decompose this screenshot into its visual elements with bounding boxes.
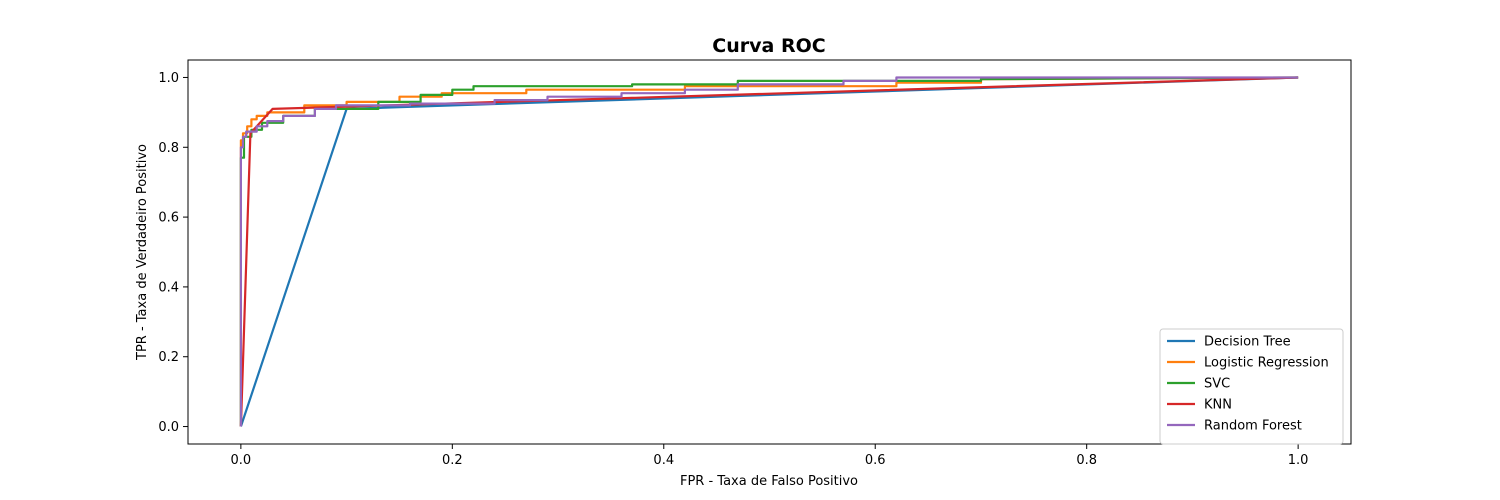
y-tick-label: 0.8	[158, 141, 179, 156]
y-tick-label: 0.2	[158, 350, 179, 365]
series-line-random-forest	[239, 76, 1299, 427]
x-axis: 0.0 0.2 0.4 0.6 0.8 1.0	[231, 444, 1309, 468]
y-tick-label: 1.0	[158, 71, 179, 86]
x-axis-label: FPR - Taxa de Falso Positivo	[680, 474, 858, 489]
chart-title: Curva ROC	[712, 35, 825, 57]
legend-entry: SVC	[1204, 377, 1230, 392]
series-line-knn	[239, 76, 1299, 427]
plot-frame	[187, 59, 1352, 445]
legend-entry: Decision Tree	[1204, 335, 1291, 350]
legend-entry: Logistic Regression	[1204, 356, 1329, 371]
x-tick-label: 0.6	[865, 453, 886, 468]
x-tick-label: 0.2	[442, 453, 463, 468]
y-axis: 0.0 0.2 0.4 0.6 0.8 1.0	[158, 71, 188, 435]
x-tick-label: 1.0	[1288, 453, 1309, 468]
x-tick-label: 0.8	[1076, 453, 1097, 468]
y-tick-label: 0.4	[158, 280, 179, 295]
y-tick-label: 0.0	[158, 420, 179, 435]
x-tick-label: 0.0	[231, 453, 252, 468]
series-line-svc	[239, 76, 1299, 427]
y-axis-label: TPR - Taxa de Verdadeiro Positivo	[135, 144, 150, 361]
y-tick-label: 0.6	[158, 211, 179, 226]
series-line-decision-tree	[239, 76, 1299, 427]
legend-entry: KNN	[1204, 398, 1232, 413]
legend-entry: Random Forest	[1204, 419, 1302, 434]
legend: Decision Tree Logistic Regression SVC KNN Ra…	[1159, 328, 1344, 445]
plot-lines	[239, 76, 1299, 427]
series-line-logistic-regression	[239, 76, 1299, 427]
legend-box	[1159, 328, 1344, 445]
x-tick-label: 0.4	[653, 453, 674, 468]
